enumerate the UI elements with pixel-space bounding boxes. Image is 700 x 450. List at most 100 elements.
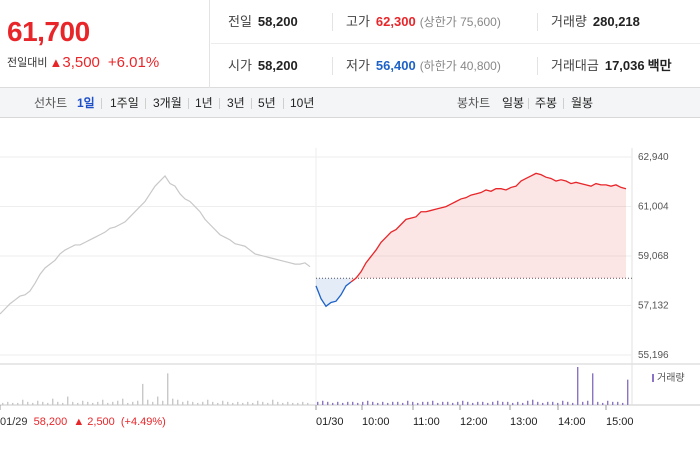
volume-bar bbox=[37, 400, 39, 405]
tab-weekly-candle[interactable]: 주봉 bbox=[535, 96, 558, 110]
volume-bar bbox=[627, 379, 629, 405]
tab-1-year[interactable]: 1년 bbox=[195, 96, 213, 110]
divider bbox=[251, 98, 252, 109]
tab-10-years[interactable]: 10년 bbox=[290, 96, 315, 110]
volume-bar bbox=[372, 401, 374, 405]
tab-monthly-candle[interactable]: 월봉 bbox=[571, 96, 594, 110]
tab-5-years[interactable]: 5년 bbox=[258, 96, 276, 110]
volume-bar bbox=[357, 402, 359, 405]
volume-bar bbox=[517, 401, 519, 405]
change-value: 3,500 bbox=[62, 54, 100, 71]
y-tick-label: 59,068 bbox=[638, 251, 669, 262]
volume-bar bbox=[292, 402, 294, 405]
volume-bar bbox=[452, 402, 454, 405]
prev-day-rate: (+4.49%) bbox=[121, 416, 166, 428]
price-chart-svg[interactable]: 62,940 61,004 59,068 57,132 55,196 01/30 10:0… bbox=[0, 118, 700, 450]
open-value: 58,200 bbox=[257, 58, 298, 73]
today-price-line-down bbox=[315, 281, 352, 308]
volume-legend-marker bbox=[652, 374, 654, 382]
price-change: 전일대비 ▲3,500 +6.01% bbox=[7, 54, 159, 71]
volume-bar bbox=[387, 402, 389, 405]
volume-label: 거래량 bbox=[551, 14, 587, 29]
divider bbox=[537, 13, 538, 31]
volume-bar bbox=[552, 401, 554, 405]
volume-bar bbox=[557, 402, 559, 405]
stock-quote-header: 61,700 전일대비 ▲3,500 +6.01% 전일 58,200 고가 62,30… bbox=[0, 0, 700, 88]
tab-3-months[interactable]: 3개월 bbox=[153, 96, 182, 110]
volume-bar bbox=[152, 401, 154, 405]
volume-bar bbox=[302, 401, 304, 405]
prev-day-price-line bbox=[0, 174, 311, 315]
stats-row-2: 시가 58,200 저가 56,400 (하한가 40,800) 거래대금 17,036… bbox=[211, 44, 700, 88]
volume-bar bbox=[217, 402, 219, 405]
volume-bar bbox=[367, 400, 369, 405]
volume-bar bbox=[27, 401, 29, 405]
volume-bar bbox=[592, 373, 594, 405]
x-tick-label: 10:00 bbox=[362, 416, 390, 428]
volume-bar bbox=[432, 400, 434, 405]
tab-3-years[interactable]: 3년 bbox=[227, 96, 245, 110]
volume-bar bbox=[182, 401, 184, 405]
high-label: 고가 bbox=[346, 14, 370, 29]
volume-bar bbox=[587, 400, 589, 405]
today-price-line-up bbox=[350, 172, 627, 283]
volume-bar bbox=[537, 401, 539, 405]
volume-bar bbox=[57, 401, 59, 405]
volume-bar bbox=[622, 402, 624, 405]
tab-1-day[interactable]: 1일 bbox=[77, 96, 95, 110]
current-price: 61,700 bbox=[7, 16, 90, 47]
volume-bar bbox=[67, 396, 69, 405]
volume-bar bbox=[257, 400, 259, 405]
volume-bar bbox=[607, 400, 609, 405]
y-tick-label: 57,132 bbox=[638, 301, 669, 312]
volume-bar bbox=[197, 402, 199, 405]
lower-limit: (하한가 40,800) bbox=[419, 59, 501, 73]
y-tick-label: 61,004 bbox=[638, 202, 669, 213]
volume-bar bbox=[412, 401, 414, 405]
volume-bar bbox=[137, 400, 139, 405]
low-label: 저가 bbox=[346, 58, 370, 73]
volume-bar bbox=[562, 400, 564, 405]
volume-bar bbox=[382, 401, 384, 405]
volume-bar bbox=[362, 401, 364, 405]
volume-bar bbox=[477, 401, 479, 405]
volume-bar bbox=[492, 401, 494, 405]
divider bbox=[528, 98, 529, 109]
tab-1-week[interactable]: 1주일 bbox=[110, 96, 139, 110]
volume-bar bbox=[162, 400, 164, 405]
volume-bar bbox=[17, 402, 19, 405]
up-area-fill bbox=[351, 173, 626, 283]
volume-bar bbox=[167, 373, 169, 405]
tab-daily-candle[interactable]: 일봉 bbox=[502, 96, 525, 110]
volume-value: 280,218 bbox=[592, 14, 640, 29]
volume-bar bbox=[322, 400, 324, 405]
volume-bar bbox=[342, 402, 344, 405]
y-tick-label: 62,940 bbox=[638, 152, 669, 163]
line-chart-label: 선차트 bbox=[34, 96, 68, 110]
divider bbox=[188, 98, 189, 109]
volume-bar bbox=[247, 401, 249, 405]
volume-bar bbox=[187, 400, 189, 405]
divider bbox=[283, 98, 284, 109]
volume-bar bbox=[107, 402, 109, 405]
volume-bar bbox=[352, 401, 354, 405]
divider bbox=[145, 98, 146, 109]
chart-period-tabs: 선차트 1일 1주일 3개월 1년 3년 5년 10년 봉차트 일봉 주봉 월봉 bbox=[0, 88, 700, 118]
open-label: 시가 bbox=[228, 58, 252, 73]
volume-bar bbox=[502, 401, 504, 405]
volume-bar bbox=[142, 383, 144, 405]
volume-bar bbox=[482, 401, 484, 405]
volume-bar bbox=[442, 401, 444, 405]
volume-bar bbox=[277, 401, 279, 405]
volume-bar bbox=[617, 401, 619, 405]
x-tick-label: 01/30 bbox=[316, 416, 344, 428]
volume-bar bbox=[7, 401, 9, 405]
volume-bar bbox=[347, 401, 349, 405]
volume-bar bbox=[52, 398, 54, 405]
volume-bar bbox=[112, 401, 114, 405]
x-tick-label: 12:00 bbox=[460, 416, 488, 428]
volume-bar bbox=[427, 401, 429, 405]
volume-bar bbox=[262, 401, 264, 405]
volume-bar bbox=[327, 401, 329, 405]
volume-bar bbox=[577, 367, 579, 405]
